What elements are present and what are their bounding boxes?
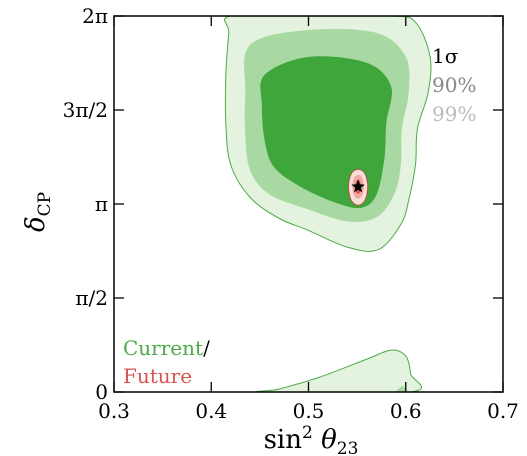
x-tick-label: 0.7 xyxy=(487,399,519,423)
x-tick-label: 0.3 xyxy=(98,399,130,423)
legend-current: Current/ xyxy=(123,336,210,360)
y-tick-label: 0 xyxy=(95,380,108,404)
legend-99: 99% xyxy=(432,102,476,126)
x-axis-label: sin2 θ23 xyxy=(264,423,359,456)
legend-future-label: Future xyxy=(123,364,192,388)
y-tick-label: π xyxy=(95,192,108,216)
y-tick-label: π/2 xyxy=(75,286,108,310)
legend-current-label: Current xyxy=(123,336,203,360)
current-90-region xyxy=(395,386,407,392)
legend-90: 90% xyxy=(432,73,476,97)
y-tick-label: 2π xyxy=(82,4,108,28)
best-fit-marker xyxy=(351,179,365,193)
x-tick-label: 0.5 xyxy=(293,399,325,423)
axis-ticks: 0.3 0.4 0.5 0.6 0.7 0 π/2 π 3π/2 2π xyxy=(63,4,519,423)
best-fit-star xyxy=(351,179,365,193)
legend-1sigma: 1σ xyxy=(432,44,459,68)
y-axis-label: δCP xyxy=(21,192,55,232)
x-tick-label: 0.4 xyxy=(195,399,227,423)
contour-regions xyxy=(223,16,432,392)
current-99-region xyxy=(256,349,422,392)
x-tick-label: 0.6 xyxy=(390,399,422,423)
y-tick-label: 3π/2 xyxy=(63,98,108,122)
